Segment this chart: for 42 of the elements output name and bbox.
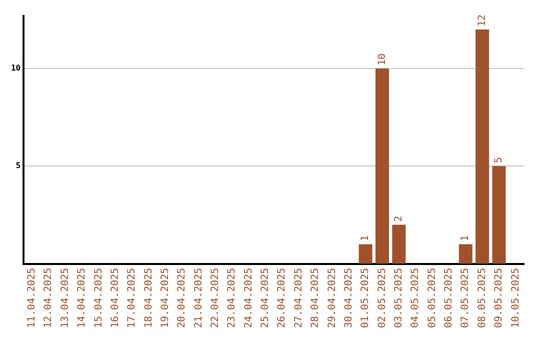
x-tick-label: 05.05.2025 <box>426 268 438 328</box>
x-tick-label: 14.04.2025 <box>76 268 88 328</box>
bar <box>358 244 372 264</box>
x-tick-label: 24.04.2025 <box>243 268 254 328</box>
x-tick-label: 25.04.2025 <box>260 268 272 328</box>
x-tick-label: 03.05.2025 <box>394 268 404 328</box>
x-tick-label: 26.04.2025 <box>276 268 288 328</box>
x-tick-label: 04.05.2025 <box>410 268 422 328</box>
x-tick-label: 23.04.2025 <box>226 268 238 328</box>
x-tick-label: 06.05.2025 <box>444 268 455 328</box>
data-label: 1 <box>360 235 372 242</box>
x-tick-label: 16.04.2025 <box>110 268 121 328</box>
x-tick-label: 13.04.2025 <box>60 268 71 328</box>
x-tick-label: 12.04.2025 <box>43 268 54 328</box>
x-tick-label: 17.04.2025 <box>126 268 138 328</box>
x-tick-label: 19.04.2025 <box>160 268 171 328</box>
x-tick-label: 11.04.2025 <box>26 268 38 328</box>
x-tick-label: 09.05.2025 <box>494 268 505 328</box>
x-tick-label: 01.05.2025 <box>360 268 372 328</box>
x-tick-label: 08.05.2025 <box>476 268 488 328</box>
x-tick-label: 27.04.2025 <box>293 268 304 328</box>
x-tick-label: 18.04.2025 <box>143 268 154 328</box>
x-tick-label: 10.05.2025 <box>510 268 522 328</box>
bar <box>492 166 506 264</box>
data-label: 5 <box>494 157 505 164</box>
bar <box>392 224 406 264</box>
bar <box>375 68 389 264</box>
x-tick-label: 15.04.2025 <box>93 268 104 328</box>
data-label: 1 <box>460 235 472 242</box>
bar <box>458 244 472 264</box>
x-tick-label: 20.04.2025 <box>176 268 188 328</box>
data-label: 12 <box>476 14 488 26</box>
x-tick-label: 30.04.2025 <box>343 268 354 328</box>
x-tick-label: 29.04.2025 <box>326 268 338 328</box>
data-label: 2 <box>394 216 404 222</box>
x-tick-label: 28.04.2025 <box>310 268 322 328</box>
x-tick-label: 21.04.2025 <box>193 268 204 328</box>
x-tick-label: 02.05.2025 <box>376 268 388 328</box>
x-tick-label: 22.04.2025 <box>210 268 222 328</box>
bar <box>476 29 490 264</box>
x-tick-label: 07.05.2025 <box>460 268 472 328</box>
data-label: 10 <box>376 53 388 66</box>
